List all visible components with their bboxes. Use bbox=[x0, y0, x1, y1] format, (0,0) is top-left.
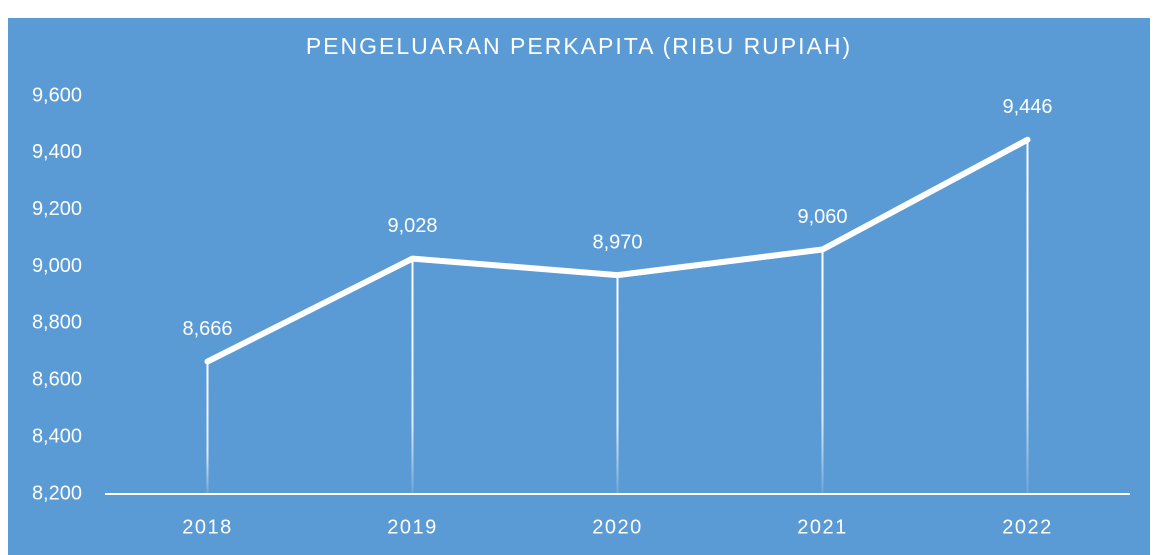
line bbox=[204, 136, 1031, 365]
drop-line bbox=[616, 275, 619, 494]
y-tick-label: 8,800 bbox=[32, 312, 82, 334]
y-tick-label: 8,600 bbox=[32, 369, 82, 391]
x-tick-label: 2019 bbox=[387, 516, 438, 538]
drop-line bbox=[206, 361, 209, 494]
x-tick-label: 2022 bbox=[1002, 516, 1053, 538]
y-tick-label: 9,200 bbox=[32, 198, 82, 220]
x-tick-label: 2018 bbox=[182, 516, 233, 538]
data-label: 9,446 bbox=[1002, 96, 1052, 118]
data-label: 9,028 bbox=[387, 215, 437, 237]
drop-line bbox=[1026, 139, 1029, 494]
y-tick-label: 8,200 bbox=[32, 482, 82, 504]
data-label: 8,970 bbox=[592, 231, 642, 253]
drop-line bbox=[411, 258, 414, 494]
y-tick-label: 9,600 bbox=[32, 84, 82, 106]
plot-background bbox=[8, 18, 1150, 555]
x-tick-label: 2020 bbox=[592, 516, 643, 538]
y-tick-label: 8,400 bbox=[32, 425, 82, 447]
y-tick-label: 9,000 bbox=[32, 255, 82, 277]
x-tick-label: 2021 bbox=[797, 516, 848, 538]
data-label: 8,666 bbox=[182, 318, 232, 340]
y-tick-label: 9,400 bbox=[32, 141, 82, 163]
drop-line bbox=[821, 249, 824, 494]
chart-title: PENGELUARAN PERKAPITA (RIBU RUPIAH) bbox=[306, 33, 852, 59]
data-label: 9,060 bbox=[797, 206, 847, 228]
